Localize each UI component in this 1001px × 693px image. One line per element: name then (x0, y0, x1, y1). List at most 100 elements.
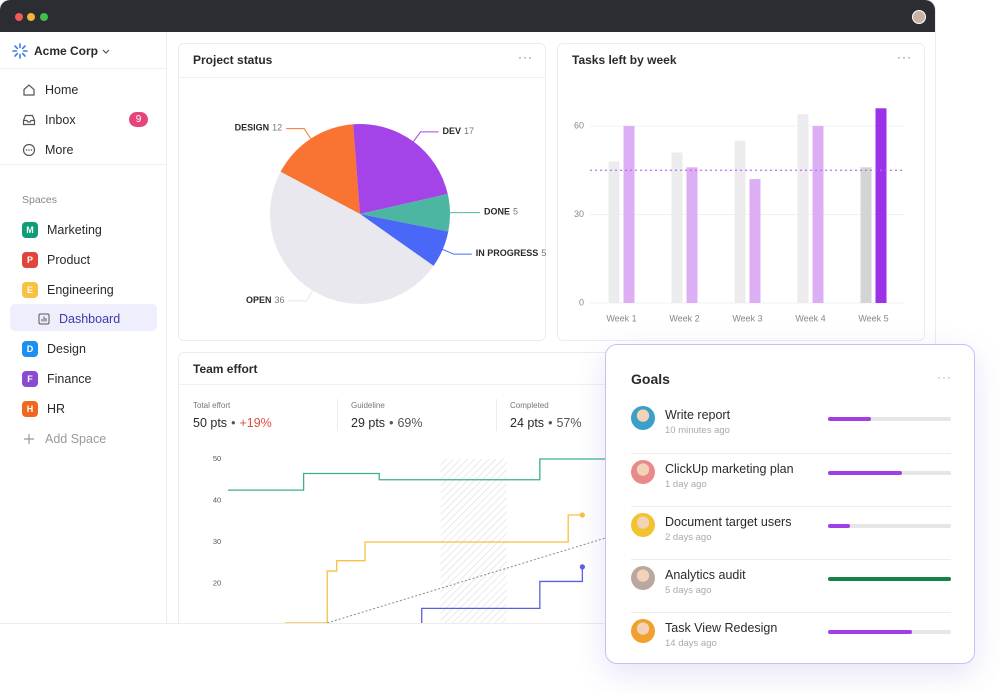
bar (875, 108, 887, 303)
end-marker (579, 512, 585, 518)
dashboard-icon (38, 313, 50, 325)
user-avatar[interactable] (912, 10, 926, 24)
space-item[interactable]: F Finance (22, 369, 91, 389)
space-label: Design (47, 342, 86, 357)
leader-line (410, 131, 439, 146)
pie-slice (280, 124, 360, 214)
goal-name: Analytics audit (665, 568, 746, 582)
line-series (327, 537, 607, 623)
goals-title: Goals (631, 371, 670, 387)
space-letter: F (22, 371, 38, 387)
sidebar: Acme Corp Home Inbox 9 More Spaces M Mark… (0, 32, 167, 623)
bar (860, 167, 872, 303)
separator: • (548, 416, 553, 430)
goal-time: 14 days ago (665, 638, 717, 649)
add-space-label: Add Space (45, 432, 107, 446)
inbox-icon (22, 114, 36, 126)
bar (608, 161, 620, 303)
progress-fill (828, 417, 872, 421)
title-bar-controls (15, 10, 926, 24)
space-label: HR (47, 401, 66, 416)
nav-more[interactable]: More (22, 140, 73, 160)
separator: • (231, 416, 236, 430)
pie-label: DEV 17 (443, 126, 475, 136)
x-tick-label: Week 2 (669, 313, 699, 323)
goal-row[interactable]: Task View Redesign 14 days ago (631, 612, 951, 666)
goal-name: Write report (665, 408, 731, 422)
nav-label: More (45, 143, 74, 157)
goal-name: Document target users (665, 515, 792, 529)
close-button[interactable] (15, 13, 23, 21)
stat-value: 29 pts • 69% (351, 416, 422, 430)
space-item[interactable]: H HR (22, 399, 65, 419)
divider (496, 399, 497, 431)
goal-row[interactable]: Document target users 2 days ago (631, 506, 951, 560)
pie-label: DONE 5 (484, 207, 518, 217)
workspace-logo (12, 43, 28, 59)
stat-value: 24 pts • 57% (510, 416, 581, 430)
card-title: Tasks left by week (572, 53, 677, 67)
goal-time: 10 minutes ago (665, 425, 730, 436)
space-item[interactable]: P Product (22, 250, 90, 270)
progress-track (828, 471, 951, 475)
card-menu[interactable]: ··· (897, 50, 912, 64)
x-tick-label: Week 3 (732, 313, 762, 323)
progress-track (828, 417, 951, 421)
progress-track (828, 630, 951, 634)
space-label: Marketing (47, 223, 102, 237)
goal-row[interactable]: Write report 10 minutes ago (631, 400, 951, 453)
bar (797, 114, 809, 303)
y-tick-label: 60 (574, 120, 584, 130)
bar (749, 179, 761, 303)
bar (671, 152, 683, 303)
space-item[interactable]: E Engineering (22, 280, 114, 300)
title-bar (0, 0, 935, 32)
progress-track (828, 524, 951, 528)
bar (734, 140, 746, 303)
nav-label: Home (45, 83, 79, 97)
card-menu[interactable]: ··· (937, 370, 952, 384)
pie-category: OPEN (246, 295, 272, 305)
pie-category: DONE (484, 207, 510, 217)
space-letter: P (22, 251, 38, 268)
bar (686, 167, 698, 303)
space-label: Product (47, 252, 91, 267)
space-item[interactable]: M Marketing (22, 220, 102, 240)
x-tick-label: Week 1 (606, 313, 636, 323)
space-item[interactable]: D Design (22, 339, 86, 359)
y-tick-label: 0 (579, 297, 584, 307)
goal-time: 2 days ago (665, 532, 712, 543)
minimize-button[interactable] (27, 13, 35, 21)
line-series (228, 458, 606, 491)
add-space[interactable]: Add Space (22, 429, 106, 449)
card-menu[interactable]: ··· (518, 50, 533, 64)
nav-home[interactable]: Home (22, 80, 78, 100)
stat-label: Completed (510, 401, 549, 410)
workspace-switcher[interactable]: Acme Corp (12, 41, 111, 61)
y-tick-label: 30 (574, 209, 584, 219)
app-window: Acme Corp Home Inbox 9 More Spaces M Mark… (0, 0, 935, 623)
pie-value: 12 (272, 123, 282, 133)
card-title: Team effort (193, 362, 258, 376)
stat-number: 24 pts (510, 416, 545, 430)
pie-category: DESIGN (235, 123, 270, 133)
goal-row[interactable]: Analytics audit 5 days ago (631, 559, 951, 613)
goal-row[interactable]: ClickUp marketing plan 1 day ago (631, 453, 951, 507)
zoom-button[interactable] (40, 13, 48, 21)
pie-category: IN PROGRESS (476, 249, 539, 259)
avatar (631, 619, 655, 643)
pie-value: 5 (513, 207, 518, 217)
nav-dashboard[interactable]: Dashboard (38, 309, 120, 329)
stat-change: 69% (397, 416, 423, 430)
end-marker (579, 564, 585, 570)
divider (337, 399, 338, 431)
progress-track (828, 577, 951, 581)
nav-label: Dashboard (59, 312, 121, 327)
pie-category: DEV (443, 126, 462, 136)
nav-inbox[interactable]: Inbox (22, 110, 76, 130)
plus-icon (24, 434, 34, 444)
pie-slice (360, 194, 450, 232)
pie-value: 5 (541, 249, 546, 259)
more-icon (22, 143, 36, 157)
